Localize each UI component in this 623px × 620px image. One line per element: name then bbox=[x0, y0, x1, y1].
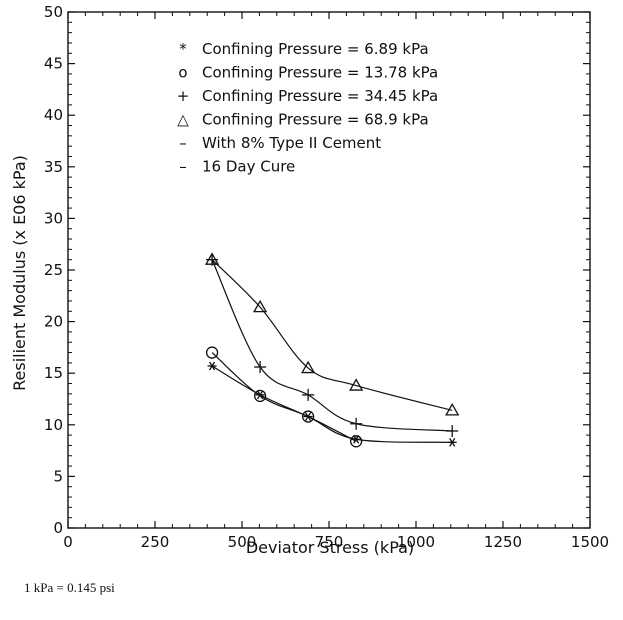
y-tick-label: 0 bbox=[53, 519, 63, 537]
data-point bbox=[252, 299, 268, 313]
data-point bbox=[445, 403, 460, 416]
axes: 0 250 500 750 1000 1250 1500 0 5 10 15 20 25 30 35 40 45… bbox=[44, 3, 609, 551]
legend-symbol: * bbox=[179, 40, 187, 58]
y-tick-label: 45 bbox=[44, 55, 63, 73]
legend-symbol: o bbox=[178, 64, 187, 82]
data-point bbox=[302, 388, 315, 401]
legend-label: 16 Day Cure bbox=[202, 158, 295, 176]
x-tick-label: 1250 bbox=[484, 533, 522, 551]
data-point bbox=[349, 435, 363, 448]
data-point bbox=[300, 360, 316, 374]
y-tick-label: 20 bbox=[44, 313, 63, 331]
series-line bbox=[211, 352, 357, 442]
data-point bbox=[207, 361, 217, 371]
legend: * Confining Pressure = 6.89 kPa o Confining… bbox=[177, 40, 438, 176]
y-tick-label: 5 bbox=[53, 467, 63, 485]
series-plus bbox=[206, 253, 459, 437]
legend-entry: o Confining Pressure = 13.78 kPa bbox=[178, 64, 438, 82]
legend-symbol: – bbox=[179, 134, 187, 152]
x-tick-label: 750 bbox=[315, 533, 344, 551]
legend-label: Confining Pressure = 6.89 kPa bbox=[202, 40, 429, 58]
y-tick-label: 15 bbox=[44, 364, 63, 382]
legend-symbol: + bbox=[177, 87, 190, 105]
y-tick-label: 30 bbox=[44, 209, 63, 227]
x-tick-label: 500 bbox=[228, 533, 257, 551]
data-point bbox=[446, 424, 459, 437]
legend-symbol: △ bbox=[177, 111, 189, 129]
series-layer bbox=[204, 252, 460, 448]
y-axis-title: Resilient Modulus (x E06 kPa) bbox=[10, 155, 29, 391]
series-triangle bbox=[204, 252, 460, 416]
legend-label: Confining Pressure = 68.9 kPa bbox=[202, 111, 429, 129]
y-tick-label: 10 bbox=[44, 416, 63, 434]
legend-label: Confining Pressure = 13.78 kPa bbox=[202, 64, 438, 82]
series-asterisk bbox=[207, 361, 457, 447]
x-axis-title: Deviator Stress (kPa) bbox=[246, 538, 414, 557]
x-tick-label: 0 bbox=[63, 533, 73, 551]
legend-entry: * Confining Pressure = 6.89 kPa bbox=[179, 40, 428, 58]
y-tick-label: 35 bbox=[44, 158, 63, 176]
series-line bbox=[211, 259, 453, 411]
y-tick-label: 40 bbox=[44, 106, 63, 124]
data-point bbox=[253, 389, 267, 403]
data-point bbox=[204, 252, 220, 265]
data-point bbox=[350, 417, 363, 430]
x-tick-label: 1500 bbox=[571, 533, 609, 551]
legend-entry: + Confining Pressure = 34.45 kPa bbox=[177, 87, 438, 105]
legend-label: With 8% Type II Cement bbox=[202, 134, 381, 152]
x-tick-label: 1000 bbox=[397, 533, 435, 551]
y-tick-label: 25 bbox=[44, 261, 63, 279]
legend-entry: – With 8% Type II Cement bbox=[179, 134, 381, 152]
legend-symbol: – bbox=[179, 158, 187, 176]
footnote: 1 kPa = 0.145 psi bbox=[24, 580, 115, 595]
data-point bbox=[447, 437, 457, 447]
chart: 0 250 500 750 1000 1250 1500 0 5 10 15 20 25 30 35 40 45… bbox=[10, 3, 609, 557]
legend-label: Confining Pressure = 34.45 kPa bbox=[202, 87, 438, 105]
x-tick-label: 250 bbox=[141, 533, 170, 551]
data-point bbox=[254, 361, 267, 374]
y-tick-label: 50 bbox=[44, 3, 63, 21]
data-point bbox=[205, 346, 219, 359]
data-point bbox=[349, 378, 364, 391]
series-line bbox=[211, 365, 453, 443]
series-line bbox=[211, 259, 453, 432]
data-point bbox=[301, 410, 315, 423]
legend-entry: –16 Day Cure bbox=[179, 158, 295, 176]
series-circle bbox=[205, 346, 363, 448]
legend-entry: △ Confining Pressure = 68.9 kPa bbox=[177, 111, 428, 129]
